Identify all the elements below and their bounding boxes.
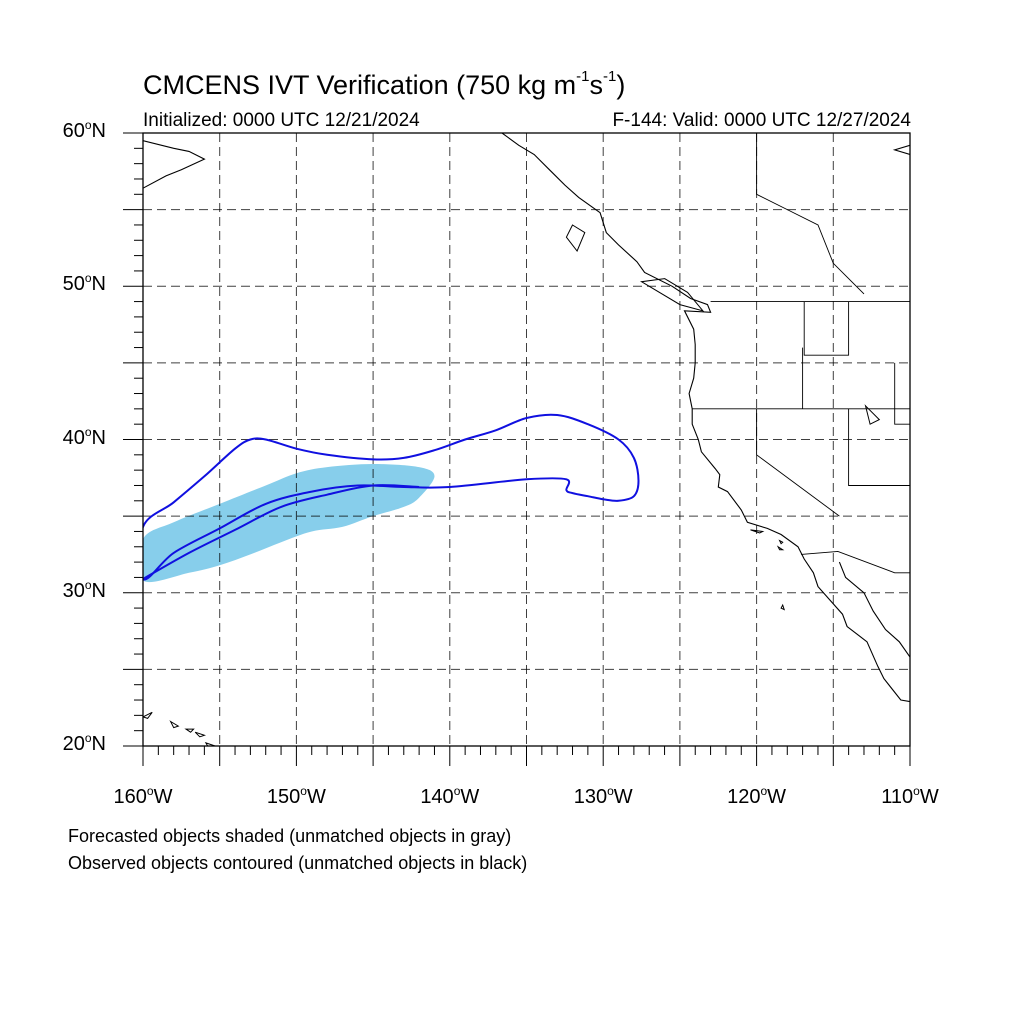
observed-note: Observed objects contoured (unmatched ob… [68, 853, 528, 873]
map-frame-layer [123, 132, 911, 766]
degree-symbol: o [760, 784, 768, 798]
degree-symbol: o [146, 784, 154, 798]
longitude-value: 110 [881, 786, 914, 808]
longitude-value: 150 [266, 786, 301, 808]
island-outline [640, 278, 705, 312]
longitude-hemisphere: W [613, 786, 633, 808]
valid-time: F-144: Valid: 0000 UTC 12/27/2024 [612, 110, 911, 131]
latitude-hemisphere: N [91, 426, 106, 449]
title-suffix: ) [616, 70, 626, 100]
degree-symbol: o [913, 784, 920, 798]
coastline [143, 140, 206, 189]
observed-object-axis [143, 484, 420, 580]
latitude-label: 30oN [36, 577, 106, 603]
degree-symbol: o [300, 784, 307, 798]
island-outline [776, 545, 785, 551]
political-border [756, 133, 865, 295]
longitude-label: 130oW [553, 784, 653, 809]
political-border [848, 408, 910, 486]
observed-objects-layer [143, 413, 640, 581]
forecast-ivt-object [143, 464, 435, 583]
latitude-value: 50 [62, 273, 85, 296]
degree-symbol: o [607, 784, 614, 798]
longitude-hemisphere: W [460, 786, 480, 808]
island-outline [194, 731, 206, 738]
latitude-label: 20oN [36, 731, 106, 756]
political-border [756, 408, 840, 517]
longitude-label: 120oW [707, 784, 807, 809]
title-superscript-2: -1 [603, 68, 617, 85]
forecast-note: Forecasted objects shaded (unmatched obj… [68, 826, 512, 846]
latitude-value: 30 [62, 579, 85, 602]
island-outline [780, 603, 786, 611]
longitude-label: 150oW [246, 784, 346, 809]
gridlines-layer [143, 133, 910, 746]
longitude-value: 120 [727, 786, 761, 808]
coastline [501, 133, 910, 703]
political-border [803, 301, 850, 356]
island-outline [169, 720, 180, 729]
island-outline [565, 224, 586, 252]
degree-symbol: o [453, 784, 461, 798]
latitude-label: 40oN [36, 424, 106, 450]
degree-symbol: o [84, 731, 92, 745]
forecast-objects-layer [143, 464, 435, 583]
longitude-label: 140oW [400, 784, 500, 809]
longitude-hemisphere: W [306, 786, 326, 808]
longitude-value: 130 [573, 786, 608, 808]
degree-symbol: o [84, 271, 92, 286]
latitude-hemisphere: N [91, 733, 106, 755]
longitude-label: 160oW [93, 784, 193, 809]
island-outline [204, 742, 217, 746]
latitude-value: 60 [62, 120, 85, 142]
title-prefix: CMCENS IVT Verification (750 kg m [143, 70, 577, 100]
latitude-hemisphere: N [91, 273, 106, 296]
island-outline [143, 711, 153, 719]
observed-ivt-contour [143, 413, 640, 581]
island-outline [778, 539, 784, 545]
longitude-hemisphere: W [153, 786, 173, 808]
longitude-value: 160 [113, 786, 147, 808]
latitude-label: 50oN [36, 271, 106, 296]
latitude-value: 20 [62, 733, 85, 755]
island-outline [864, 404, 881, 425]
title-middle: s [589, 70, 604, 100]
political-border [801, 550, 910, 574]
latitude-label: 60oN [36, 118, 106, 143]
degree-symbol: o [84, 577, 92, 592]
latitude-hemisphere: N [91, 579, 106, 602]
latitude-value: 40 [62, 426, 85, 449]
longitude-hemisphere: W [919, 786, 939, 808]
longitude-hemisphere: W [767, 786, 787, 808]
degree-symbol: o [84, 424, 92, 439]
initialized-time: Initialized: 0000 UTC 12/21/2024 [143, 110, 420, 131]
political-border [894, 362, 910, 425]
latitude-hemisphere: N [91, 120, 106, 142]
map-title: CMCENS IVT Verification (750 kg m-1s-1) [143, 68, 626, 101]
degree-symbol: o [84, 118, 92, 132]
geography-layer [143, 133, 910, 746]
island-outline [750, 529, 765, 534]
coastline [892, 144, 910, 156]
title-superscript-1: -1 [576, 68, 590, 85]
longitude-label: 110oW [860, 784, 960, 809]
coastline [838, 561, 910, 658]
longitude-value: 140 [420, 786, 454, 808]
island-outline [184, 728, 195, 733]
